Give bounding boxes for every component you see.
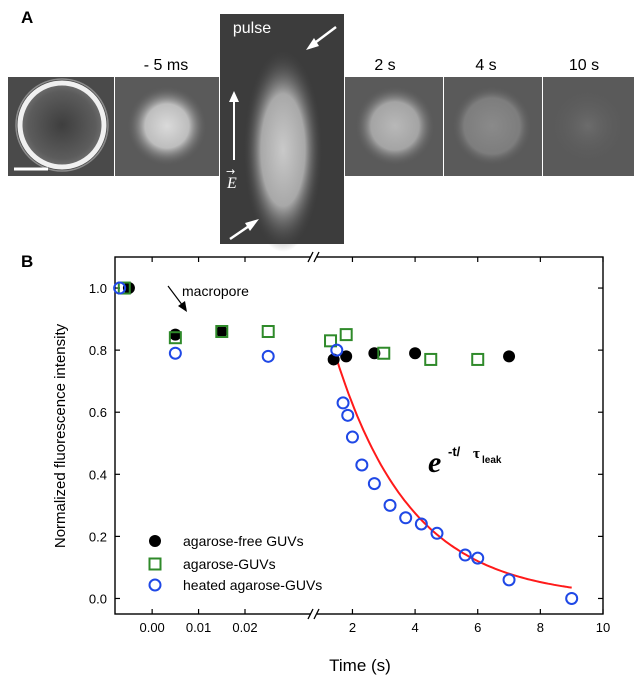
equation-tau-subscript: leak <box>482 455 502 466</box>
point-agarose-free <box>340 350 353 363</box>
legend: agarose-free GUVs agarose-GUVs heated ag… <box>148 533 322 593</box>
y-tick-label: 0.6 <box>89 405 107 420</box>
legend-marker-agarose <box>148 557 162 571</box>
x-tick-label: 6 <box>474 620 481 635</box>
y-tick-label: 0.2 <box>89 529 107 544</box>
frame-2s <box>345 77 443 176</box>
point-heated-agarose <box>341 408 355 422</box>
x-tick-label: 10 <box>596 620 610 635</box>
frame-4s <box>444 77 542 176</box>
point-heated-agarose <box>502 573 516 587</box>
point-agarose <box>261 325 275 339</box>
point-agarose <box>424 352 438 366</box>
equation-base: e <box>428 446 441 479</box>
y-tick-label: 0.8 <box>89 343 107 358</box>
macropore-arrow-icon <box>167 285 187 312</box>
point-heated-agarose <box>330 343 344 357</box>
point-heated-agarose <box>458 548 472 562</box>
point-heated-agarose <box>471 551 485 565</box>
point-heated-agarose <box>336 396 350 410</box>
point-agarose-free <box>409 347 422 360</box>
point-agarose-free <box>169 328 182 341</box>
point-agarose-free <box>215 325 228 338</box>
point-heated-agarose <box>430 526 444 540</box>
point-heated-agarose <box>113 281 127 295</box>
y-tick-label: 1.0 <box>89 281 107 296</box>
legend-label-heated-agarose: heated agarose-GUVs <box>183 577 322 593</box>
x-tick-label: 4 <box>411 620 418 635</box>
point-agarose <box>117 281 131 295</box>
legend-label-agarose-free: agarose-free GUVs <box>183 533 304 549</box>
pulse-label: pulse <box>233 20 271 37</box>
y-axis-title: Normalized fluorescence intensity <box>52 323 69 548</box>
panel-b-letter: B <box>21 252 33 271</box>
panel-a-letter: A <box>21 8 33 27</box>
frame-minus-5ms <box>115 77 219 176</box>
plot-area: 0.0 0.2 0.4 0.6 0.8 1.0 0.00 0.01 0.02 2 4 6 8 10 <box>89 251 610 635</box>
x-tick-label: 2 <box>349 620 356 635</box>
point-heated-agarose <box>168 346 182 360</box>
frame-label-2s: 2 s <box>374 57 395 74</box>
axis-break <box>307 251 320 620</box>
point-agarose-free <box>503 350 516 363</box>
y-axis-ticks: 0.0 0.2 0.4 0.6 0.8 1.0 <box>89 281 603 606</box>
legend-marker-heated-agarose <box>148 578 162 592</box>
equation-exponent: -t/ <box>448 444 461 459</box>
exponential-fit-curve <box>335 359 572 589</box>
frame-label-10s: 10 s <box>569 57 599 74</box>
pulse-arrows <box>229 26 337 241</box>
legend-marker-agarose-free <box>149 535 161 547</box>
field-vector-arrow: → <box>226 165 235 178</box>
point-agarose <box>324 334 338 348</box>
microscopy-strip <box>8 14 634 252</box>
point-agarose <box>168 331 182 345</box>
point-heated-agarose <box>261 349 275 363</box>
point-agarose <box>471 352 485 366</box>
legend-label-agarose: agarose-GUVs <box>183 556 276 572</box>
phase-contrast-frame <box>8 77 114 176</box>
point-agarose <box>339 328 353 342</box>
y-tick-label: 0.4 <box>89 467 107 482</box>
x-axis-title: Time (s) <box>329 656 391 675</box>
data-markers <box>113 281 579 605</box>
y-tick-label: 0.0 <box>89 591 107 606</box>
point-heated-agarose <box>345 430 359 444</box>
point-heated-agarose <box>399 511 413 525</box>
x-tick-label: 0.00 <box>139 620 164 635</box>
point-heated-agarose <box>355 458 369 472</box>
point-agarose <box>377 346 391 360</box>
frame-pulse <box>220 14 344 252</box>
plot-frame <box>114 256 604 615</box>
fit-equation: e -t/ τ leak <box>428 444 502 479</box>
point-heated-agarose <box>414 517 428 531</box>
x-tick-label: 0.02 <box>232 620 257 635</box>
point-heated-agarose <box>565 591 579 605</box>
frame-label-4s: 4 s <box>475 57 496 74</box>
equation-tau: τ <box>473 446 480 462</box>
point-heated-agarose <box>383 498 397 512</box>
point-agarose <box>215 325 229 339</box>
x-axis-ticks: 0.00 0.01 0.02 2 4 6 8 10 <box>139 257 610 635</box>
x-tick-label: 8 <box>537 620 544 635</box>
frame-label-minus-5ms: - 5 ms <box>144 57 188 74</box>
field-vector-label: E <box>226 175 237 192</box>
point-heated-agarose <box>367 477 381 491</box>
x-tick-label: 0.01 <box>186 620 211 635</box>
macropore-annotation: macropore <box>182 283 249 299</box>
frame-10s <box>543 77 634 176</box>
